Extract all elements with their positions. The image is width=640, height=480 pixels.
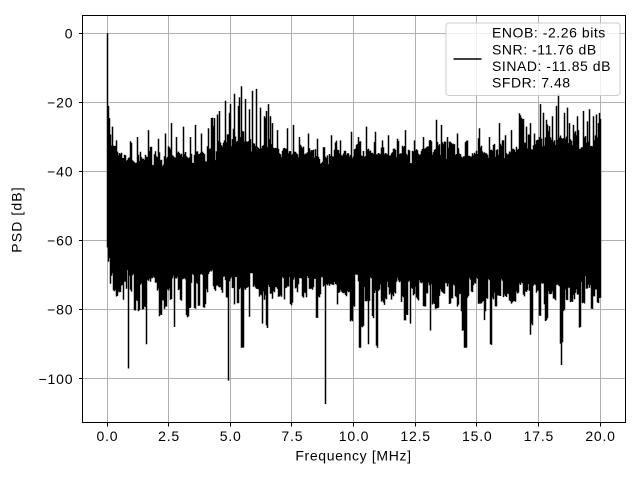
svg-text:−80: −80	[47, 302, 73, 318]
svg-text:−40: −40	[47, 164, 73, 180]
svg-text:10.0: 10.0	[339, 428, 369, 444]
svg-text:20.0: 20.0	[585, 428, 615, 444]
svg-text:SINAD: -11.85 dB: SINAD: -11.85 dB	[492, 58, 611, 74]
svg-text:17.5: 17.5	[524, 428, 554, 444]
svg-text:12.5: 12.5	[400, 428, 430, 444]
svg-text:5.0: 5.0	[220, 428, 242, 444]
svg-text:ENOB: -2.26 bits: ENOB: -2.26 bits	[492, 25, 606, 41]
svg-text:−60: −60	[47, 233, 73, 249]
svg-text:2.5: 2.5	[158, 428, 180, 444]
svg-text:−100: −100	[39, 371, 74, 387]
svg-text:−20: −20	[47, 94, 73, 110]
svg-text:SNR: -11.76 dB: SNR: -11.76 dB	[492, 41, 597, 57]
svg-text:Frequency [MHz]: Frequency [MHz]	[295, 448, 411, 464]
svg-text:PSD [dB]: PSD [dB]	[9, 186, 25, 252]
svg-text:0.0: 0.0	[97, 428, 119, 444]
svg-text:7.5: 7.5	[281, 428, 303, 444]
svg-text:SFDR: 7.48: SFDR: 7.48	[492, 75, 571, 91]
svg-text:15.0: 15.0	[462, 428, 492, 444]
svg-text:0: 0	[65, 25, 74, 41]
